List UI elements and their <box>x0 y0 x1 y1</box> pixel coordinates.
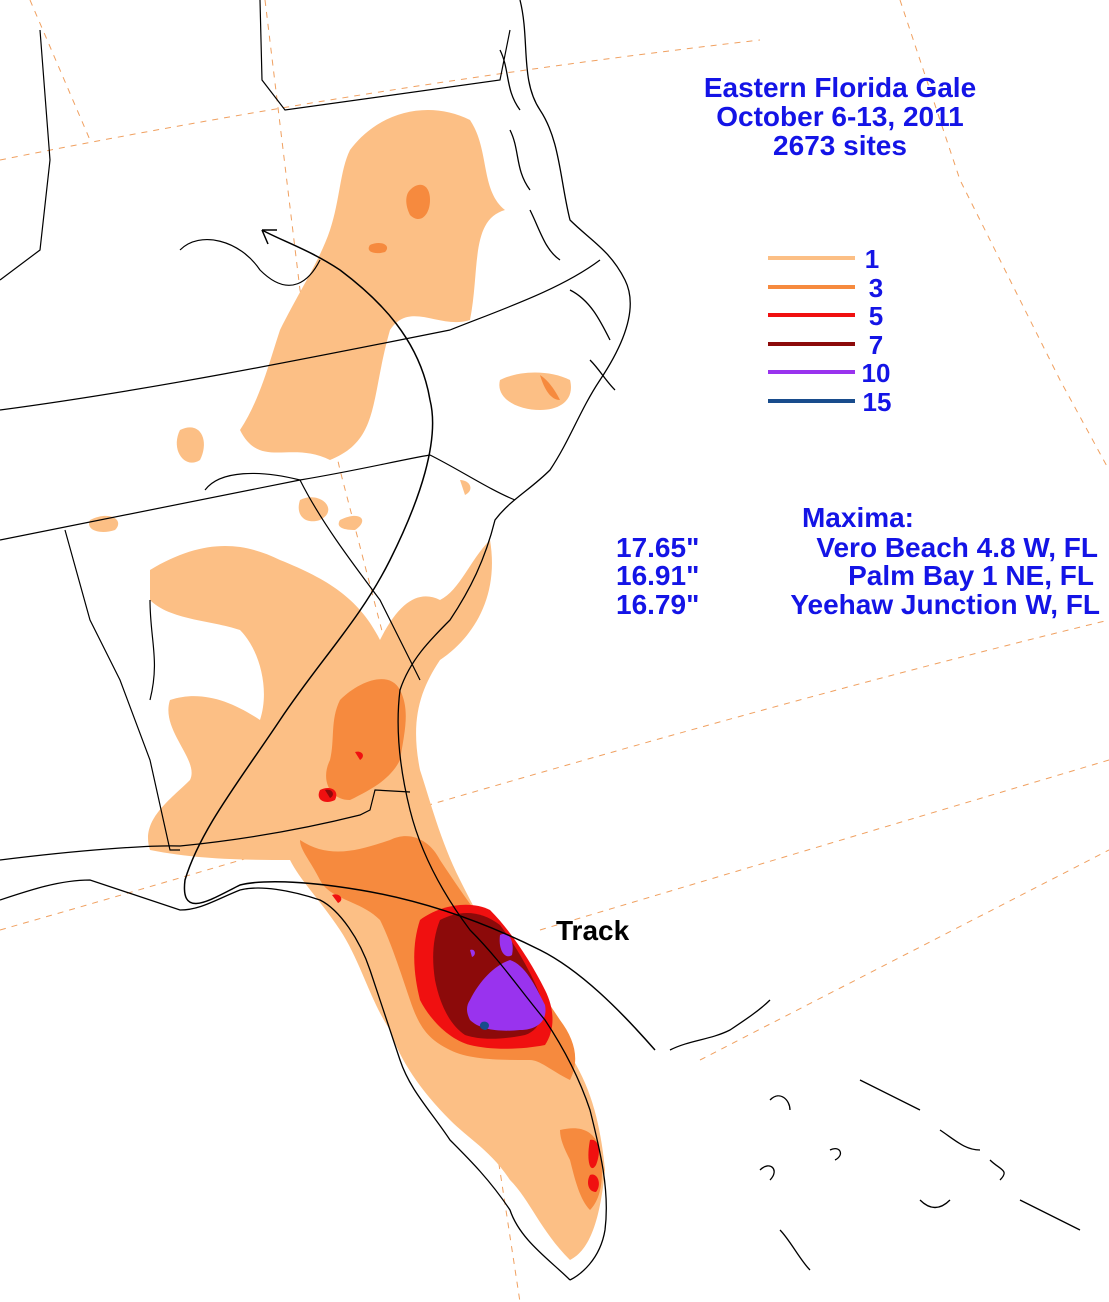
maxima-station-1: Vero Beach 4.8 W, FL <box>816 532 1098 563</box>
title-line-3: 2673 sites <box>773 130 907 161</box>
legend-item-10: 10 <box>768 358 890 388</box>
legend-label-7: 7 <box>869 330 883 360</box>
legend-label-3: 3 <box>869 273 883 303</box>
legend-label-5: 5 <box>869 301 883 331</box>
track-label: Track <box>556 915 630 946</box>
legend-item-7: 7 <box>768 330 883 360</box>
maxima-station-3: Yeehaw Junction W, FL <box>790 589 1100 620</box>
title-line-2: October 6-13, 2011 <box>716 101 963 132</box>
map-title: Eastern Florida Gale October 6-13, 2011 … <box>704 72 976 161</box>
maxima-heading: Maxima: <box>802 502 914 533</box>
maxima-block: Maxima: 17.65" Vero Beach 4.8 W, FL 16.9… <box>616 502 1100 620</box>
maxima-value-3: 16.79" <box>616 589 699 620</box>
maxima-station-2: Palm Bay 1 NE, FL <box>848 560 1094 591</box>
legend-label-10: 10 <box>862 358 891 388</box>
rainfall-1in <box>89 110 605 1260</box>
legend: 1 3 5 7 10 15 <box>768 244 891 417</box>
rainfall-15in <box>479 1021 489 1030</box>
legend-item-3: 3 <box>768 273 883 303</box>
legend-item-1: 1 <box>768 244 879 274</box>
legend-item-5: 5 <box>768 301 883 331</box>
rainfall-10in <box>467 933 546 1031</box>
legend-item-15: 15 <box>768 387 891 417</box>
storm-track <box>183 229 656 1051</box>
legend-label-1: 1 <box>865 244 879 274</box>
title-line-1: Eastern Florida Gale <box>704 72 976 103</box>
legend-label-15: 15 <box>863 387 892 417</box>
coastline <box>0 0 1081 1281</box>
maxima-value-1: 17.65" <box>616 532 699 563</box>
maxima-value-2: 16.91" <box>616 560 699 591</box>
state-boundaries <box>0 0 601 861</box>
